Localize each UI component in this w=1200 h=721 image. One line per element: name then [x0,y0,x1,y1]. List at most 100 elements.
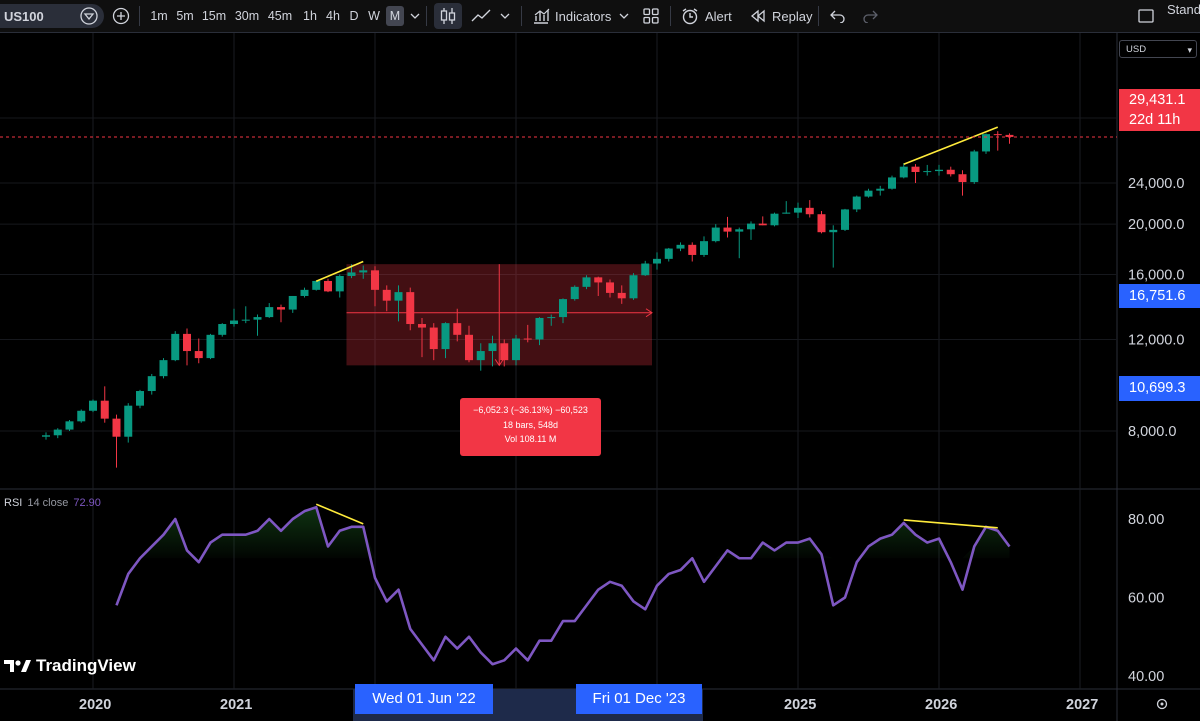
divergence-line [903,126,999,165]
tf-d[interactable]: D [349,9,359,23]
rsi-divergence-line [315,503,364,525]
divergence-lines-price[interactable] [315,126,999,282]
measure-change: −6,052.3 (−36.13%) −60,523 [473,405,588,415]
currency-selector[interactable]: USD ▾ [1119,40,1197,58]
rsi-overbought-fill [116,507,1010,559]
candle-type-button[interactable] [434,3,462,29]
candle-body [1005,134,1014,137]
candle-body [653,258,661,264]
candle-body [864,190,873,197]
candle-body [194,351,203,359]
candle-body [829,229,838,233]
candle-body [594,277,603,283]
candle-body [711,227,720,242]
tf-30m[interactable]: 30m [234,9,260,23]
candle-body [288,295,297,310]
candle-body [852,196,861,210]
tf-45m[interactable]: 45m [267,9,293,23]
indicators-label: Indicators [555,8,612,24]
candle-body [664,248,673,259]
candle-body [888,177,896,189]
indicators-icon [534,8,550,24]
time-tick-label: 2020 [79,697,111,713]
candle-body [641,263,650,276]
tf-1h[interactable]: 1h [303,9,317,23]
candle-body [335,275,344,292]
candle-body [65,421,74,430]
gear-icon[interactable] [1156,698,1168,710]
candle-body [171,333,180,361]
top-toolbar: US100 1m 5m 15m 30m 45m 1h 4h D W M Indi… [0,0,1200,33]
candle-body [406,292,415,325]
price-range-measure[interactable] [346,264,653,367]
indicators-button[interactable]: Indicators [532,0,611,32]
layout-window-icon[interactable] [1138,8,1154,24]
candle-body [841,209,849,230]
range-start-date: Wed 01 Jun '22 [355,684,493,714]
rsi-ticks: 80.00 60.00 40.00 [1128,512,1164,685]
rsi-divergence-line [903,519,998,529]
candle-body [147,376,156,392]
tf-4h[interactable]: 4h [326,9,340,23]
candle-body [547,317,556,319]
alert-button[interactable]: Alert [681,0,732,32]
price-tick-label: 8,000.0 [1128,424,1176,440]
candle-body [559,299,567,318]
candle-body [935,169,943,172]
diamond-icon[interactable] [80,7,98,25]
rsi-tick-label: 80.00 [1128,512,1164,528]
chevron-down-icon[interactable] [410,12,420,20]
replay-icon [750,9,765,23]
tf-m[interactable]: M [386,6,404,26]
undo-icon[interactable] [830,9,846,23]
redo-icon[interactable] [862,9,878,23]
candle-body [124,405,133,437]
candle-body [676,244,685,249]
candle-body [53,429,62,436]
candle-body [159,360,168,377]
price-tick-label: 16,000.0 [1128,268,1184,284]
tf-15m[interactable]: 15m [201,9,227,23]
symbol-search[interactable]: US100 [0,4,104,28]
rsi-tick-label: 40.00 [1128,669,1164,685]
tf-1m[interactable]: 1m [150,9,168,23]
candle-body [465,334,473,361]
layout-name[interactable]: Stand [1167,1,1200,17]
candle-body [570,286,579,300]
chevron-down-icon[interactable] [619,12,629,20]
time-tick-label: 2021 [220,697,252,713]
layout-grid-icon[interactable] [643,8,659,24]
candle-body [42,435,50,437]
arrow-down-icon [494,359,504,367]
divider [818,6,819,26]
rsi-legend[interactable]: RSI 14 close 72.90 [4,497,101,509]
candle-body [265,307,274,318]
candle-body [958,174,967,183]
candle-body [817,214,826,233]
candle-body [89,400,97,411]
add-symbol-icon[interactable] [112,7,130,25]
price-tick-label: 20,000.0 [1128,217,1184,233]
candle-body [347,272,356,276]
candle-body [277,307,285,310]
tf-w[interactable]: W [368,9,380,23]
candle-body [359,270,368,273]
brand-name: TradingView [36,656,136,675]
candle-body [324,280,332,292]
line-chart-icon[interactable] [470,7,492,25]
tf-5m[interactable]: 5m [176,9,194,23]
replay-button[interactable]: Replay [750,0,812,32]
chart-canvas[interactable]: 32,000.024,000.020,000.016,000.012,000.0… [0,33,1200,721]
range-high-label: 16,751.6 [1119,284,1200,308]
candle-body [429,327,438,350]
measure-volume: Vol 108.11 M [504,434,557,444]
tradingview-logo[interactable]: TradingView [4,656,136,676]
alert-label: Alert [705,8,732,24]
tradingview-logo-icon [4,660,31,672]
symbol-name: US100 [4,8,44,24]
candle-body [312,280,321,290]
candle-body [453,323,462,335]
candle-body [112,418,121,437]
chevron-down-icon[interactable] [500,12,510,20]
candlestick-series [42,131,1014,468]
